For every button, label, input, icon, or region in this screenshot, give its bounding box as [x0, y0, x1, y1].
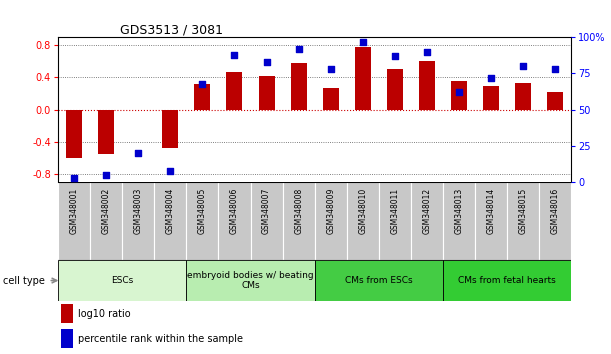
- Bar: [483, 86, 499, 110]
- Text: percentile rank within the sample: percentile rank within the sample: [78, 333, 243, 344]
- Bar: [60, 329, 73, 348]
- Bar: [387, 69, 403, 110]
- Bar: [163, 110, 178, 148]
- Bar: [291, 63, 307, 110]
- Point: [133, 150, 143, 156]
- Bar: [547, 92, 563, 110]
- Bar: [443, 182, 475, 260]
- Point: [518, 63, 528, 69]
- Bar: [66, 110, 82, 158]
- Bar: [227, 72, 243, 110]
- Bar: [419, 61, 435, 110]
- Bar: [443, 260, 571, 301]
- Point: [262, 59, 271, 65]
- Text: GSM348001: GSM348001: [70, 188, 79, 234]
- Point: [358, 39, 368, 44]
- Text: GSM348004: GSM348004: [166, 188, 175, 234]
- Bar: [58, 260, 186, 301]
- Bar: [60, 304, 73, 323]
- Text: CMs from ESCs: CMs from ESCs: [345, 276, 412, 285]
- Bar: [451, 81, 467, 110]
- Text: embryoid bodies w/ beating
CMs: embryoid bodies w/ beating CMs: [187, 271, 314, 290]
- Point: [230, 52, 240, 57]
- Text: GSM348009: GSM348009: [326, 188, 335, 234]
- Text: CMs from fetal hearts: CMs from fetal hearts: [458, 276, 556, 285]
- Bar: [347, 182, 379, 260]
- Text: GSM348013: GSM348013: [455, 188, 464, 234]
- Bar: [475, 182, 507, 260]
- Text: GDS3513 / 3081: GDS3513 / 3081: [120, 23, 222, 36]
- Text: GSM348003: GSM348003: [134, 188, 143, 234]
- Bar: [98, 110, 114, 154]
- Point: [551, 66, 560, 72]
- Bar: [379, 182, 411, 260]
- Text: ESCs: ESCs: [111, 276, 133, 285]
- Bar: [283, 182, 315, 260]
- Bar: [155, 182, 186, 260]
- Bar: [315, 182, 347, 260]
- Text: GSM348002: GSM348002: [101, 188, 111, 234]
- Point: [454, 90, 464, 95]
- Bar: [219, 182, 251, 260]
- Text: GSM348005: GSM348005: [198, 188, 207, 234]
- Bar: [122, 182, 155, 260]
- Point: [197, 81, 207, 86]
- Bar: [186, 182, 219, 260]
- Bar: [315, 260, 443, 301]
- Point: [422, 49, 432, 55]
- Text: GSM348010: GSM348010: [358, 188, 367, 234]
- Text: GSM348006: GSM348006: [230, 188, 239, 234]
- Bar: [90, 182, 122, 260]
- Bar: [186, 260, 315, 301]
- Bar: [258, 76, 274, 110]
- Text: cell type: cell type: [3, 275, 45, 286]
- Point: [69, 175, 79, 181]
- Bar: [194, 84, 210, 110]
- Text: GSM348012: GSM348012: [422, 188, 431, 234]
- Point: [486, 75, 496, 81]
- Text: GSM348007: GSM348007: [262, 188, 271, 234]
- Point: [390, 53, 400, 59]
- Bar: [515, 83, 531, 110]
- Bar: [507, 182, 540, 260]
- Point: [101, 172, 111, 178]
- Point: [166, 168, 175, 173]
- Text: GSM348015: GSM348015: [519, 188, 528, 234]
- Text: GSM348016: GSM348016: [551, 188, 560, 234]
- Point: [326, 66, 335, 72]
- Point: [294, 46, 304, 52]
- Bar: [540, 182, 571, 260]
- Bar: [411, 182, 443, 260]
- Bar: [58, 182, 90, 260]
- Bar: [251, 182, 283, 260]
- Text: GSM348011: GSM348011: [390, 188, 400, 234]
- Bar: [355, 47, 371, 110]
- Text: GSM348014: GSM348014: [486, 188, 496, 234]
- Text: GSM348008: GSM348008: [294, 188, 303, 234]
- Bar: [323, 88, 338, 110]
- Text: log10 ratio: log10 ratio: [78, 309, 130, 319]
